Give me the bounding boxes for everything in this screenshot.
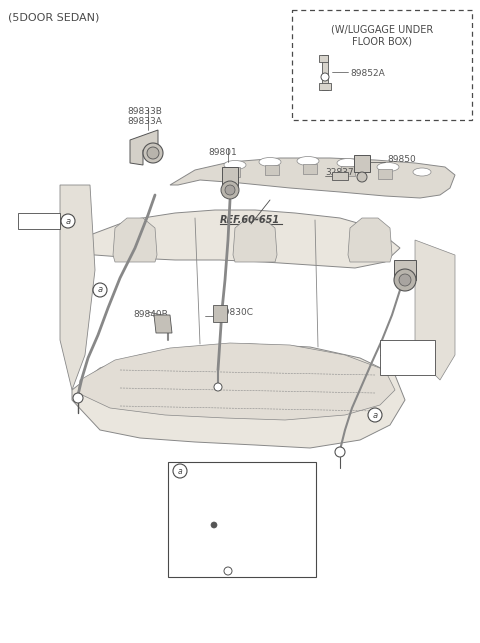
Ellipse shape — [224, 161, 246, 170]
Circle shape — [357, 172, 367, 182]
Polygon shape — [130, 130, 158, 165]
Circle shape — [394, 269, 416, 291]
Polygon shape — [113, 218, 157, 262]
Text: 89850: 89850 — [387, 155, 416, 164]
Ellipse shape — [297, 156, 319, 165]
Text: 89801: 89801 — [208, 148, 237, 157]
Text: (W/LUGGAGE UNDER: (W/LUGGAGE UNDER — [331, 24, 433, 34]
Polygon shape — [394, 260, 416, 280]
Circle shape — [93, 283, 107, 297]
Circle shape — [224, 567, 232, 575]
Text: (5DOOR SEDAN): (5DOOR SEDAN) — [8, 12, 99, 22]
Bar — [341, 166, 355, 176]
Circle shape — [321, 73, 329, 81]
Ellipse shape — [413, 168, 431, 176]
Text: 88877: 88877 — [222, 547, 251, 556]
Bar — [18, 213, 60, 229]
Circle shape — [143, 143, 163, 163]
Text: a: a — [65, 217, 71, 226]
Polygon shape — [60, 185, 95, 390]
Polygon shape — [154, 315, 172, 333]
Polygon shape — [72, 344, 405, 448]
Polygon shape — [78, 343, 395, 420]
Text: FLOOR BOX): FLOOR BOX) — [352, 36, 412, 46]
Bar — [168, 462, 316, 577]
Polygon shape — [348, 218, 392, 262]
Polygon shape — [319, 55, 328, 62]
Polygon shape — [415, 240, 455, 380]
Text: 89810: 89810 — [400, 358, 429, 367]
Polygon shape — [319, 83, 331, 90]
Polygon shape — [213, 305, 227, 322]
Circle shape — [399, 274, 411, 286]
Text: REF.60-651: REF.60-651 — [220, 215, 280, 225]
Circle shape — [335, 447, 345, 457]
Polygon shape — [322, 55, 328, 90]
Text: 32837: 32837 — [325, 168, 354, 177]
Text: 89833B: 89833B — [127, 107, 162, 116]
Text: a: a — [372, 410, 378, 419]
Text: 89840B: 89840B — [133, 310, 168, 319]
Bar — [378, 169, 392, 179]
Text: 89830C: 89830C — [218, 308, 253, 317]
Ellipse shape — [337, 159, 359, 167]
Bar — [303, 164, 317, 174]
Circle shape — [225, 185, 235, 195]
Ellipse shape — [259, 158, 281, 167]
Polygon shape — [170, 158, 455, 198]
Text: 89852A: 89852A — [350, 69, 385, 78]
Circle shape — [211, 522, 217, 528]
Polygon shape — [354, 155, 370, 172]
Circle shape — [221, 181, 239, 199]
Bar — [265, 165, 279, 175]
Circle shape — [73, 393, 83, 403]
Polygon shape — [233, 218, 277, 262]
Text: 89820: 89820 — [21, 215, 49, 224]
Circle shape — [61, 214, 75, 228]
Text: 88878: 88878 — [206, 510, 235, 519]
Text: 89833A: 89833A — [127, 117, 162, 126]
Polygon shape — [222, 167, 238, 190]
Bar — [380, 340, 435, 375]
Text: a: a — [178, 467, 182, 476]
Bar — [226, 167, 240, 177]
Circle shape — [173, 464, 187, 478]
Bar — [292, 10, 472, 120]
Circle shape — [214, 383, 222, 391]
Polygon shape — [72, 210, 400, 268]
Circle shape — [147, 147, 159, 159]
Ellipse shape — [377, 163, 399, 172]
Polygon shape — [332, 172, 348, 180]
Circle shape — [368, 408, 382, 422]
Text: a: a — [97, 285, 103, 294]
